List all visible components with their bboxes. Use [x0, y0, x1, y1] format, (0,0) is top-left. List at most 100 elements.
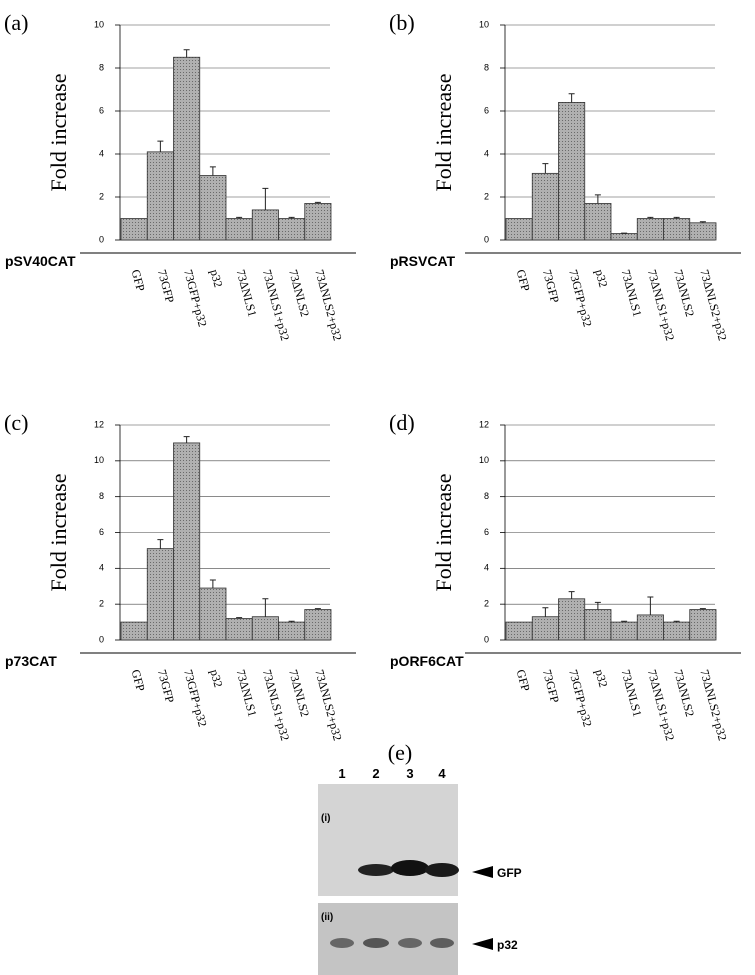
x-tick-label: 73ΔNLS1+p32: [645, 268, 677, 342]
panel-label: (e): [388, 740, 412, 765]
error-bar: [262, 598, 269, 617]
x-tick-label: 73GFP: [540, 268, 562, 305]
y-tick-label: 12: [94, 419, 104, 429]
x-tick-label: 73GFP+p32: [566, 268, 595, 328]
x-tick-label: GFP: [514, 668, 533, 693]
arrow: [472, 866, 493, 878]
bar: [199, 175, 227, 241]
error-bar: [647, 596, 654, 615]
y-tick-label: 4: [484, 563, 489, 573]
panel-label: (b): [389, 10, 415, 35]
x-tick-label: GFP: [129, 268, 148, 293]
bar: [689, 222, 717, 241]
bar: [251, 616, 279, 641]
y-tick-label: 10: [94, 19, 104, 29]
band-label: p32: [497, 938, 518, 952]
x-tick-label: p32: [207, 268, 225, 289]
lane-label: 3: [406, 766, 413, 781]
band: [358, 864, 394, 876]
error-bar: [568, 591, 575, 599]
error-bar: [699, 608, 706, 610]
y-tick-label: 2: [484, 191, 489, 201]
x-tick-label: p32: [592, 668, 610, 689]
lane-label: 4: [438, 766, 446, 781]
y-tick-label: 0: [484, 634, 489, 644]
y-tick-label: 4: [99, 563, 104, 573]
x-tick-label: 73ΔNLS1: [234, 668, 260, 718]
y-tick-label: 4: [484, 148, 489, 158]
bar: [558, 102, 586, 241]
arrow: [472, 938, 493, 950]
panel-label: (c): [4, 410, 28, 435]
error-bar: [236, 216, 243, 219]
lane-label: 1: [338, 766, 345, 781]
x-tick-label: 73GFP: [155, 268, 177, 305]
y-axis-label: Fold increase: [431, 474, 456, 592]
error-bar: [542, 607, 549, 617]
x-tick-label: 73ΔNLS2: [671, 668, 697, 718]
bar: [531, 172, 559, 241]
error-bar: [673, 620, 680, 623]
x-tick-label: 73GFP+p32: [566, 668, 595, 728]
bar: [610, 233, 638, 241]
x-tick-label: 73ΔNLS2+p32: [697, 268, 729, 342]
bar: [225, 218, 253, 241]
error-bar: [594, 194, 601, 204]
y-tick-label: 8: [484, 491, 489, 501]
error-bar: [314, 608, 321, 610]
y-tick-label: 10: [479, 455, 489, 465]
error-bar: [157, 140, 164, 152]
lane-label: 2: [372, 766, 379, 781]
row-label: (ii): [321, 912, 333, 923]
band: [363, 938, 389, 948]
bar: [610, 621, 638, 641]
bar: [251, 209, 279, 241]
error-bar: [209, 166, 216, 176]
error-bar: [183, 49, 190, 58]
error-bar: [647, 216, 654, 219]
bar: [304, 609, 332, 641]
x-tick-label: 73GFP: [540, 668, 562, 705]
bar: [146, 548, 174, 641]
y-tick-label: 2: [99, 599, 104, 609]
y-tick-label: 0: [484, 234, 489, 244]
bar: [173, 442, 201, 641]
bar: [173, 56, 201, 241]
y-axis-label: Fold increase: [431, 74, 456, 192]
x-tick-label: 73ΔNLS1: [619, 668, 645, 718]
band: [398, 938, 422, 948]
band: [430, 938, 454, 948]
x-tick-label: 73ΔNLS2+p32: [312, 668, 344, 742]
x-tick-label: 73ΔNLS2: [286, 668, 312, 718]
bar: [505, 621, 533, 641]
chart: (d) Fold increase 0 2 4 6 8 10 12 GFP 73GFP 73GFP+p…: [389, 410, 741, 742]
y-tick-label: 12: [479, 419, 489, 429]
error-bar: [236, 617, 243, 619]
bar: [304, 203, 332, 241]
y-tick-label: 8: [484, 62, 489, 72]
blot-image: [318, 784, 458, 896]
error-bar: [594, 601, 601, 610]
x-tick-label: 73ΔNLS2: [286, 268, 312, 318]
row-label: (i): [321, 813, 330, 824]
x-tick-label: GFP: [129, 668, 148, 693]
bar: [663, 621, 691, 641]
error-bar: [209, 579, 216, 589]
error-bar: [157, 539, 164, 549]
x-tick-label: 73ΔNLS2+p32: [697, 668, 729, 742]
error-bar: [262, 187, 269, 210]
error-bar: [673, 216, 680, 219]
y-tick-label: 2: [484, 599, 489, 609]
x-tick-label: 73ΔNLS1+p32: [260, 268, 292, 342]
y-axis-label: Fold increase: [46, 74, 71, 192]
reporter-label: pRSVCAT: [390, 253, 456, 269]
bar: [120, 621, 148, 641]
error-bar: [699, 221, 706, 223]
blot-panel: (e) 1 2 3 4 (i) (ii) GFP p32: [318, 740, 522, 975]
error-bar: [621, 620, 628, 623]
x-tick-label: 73ΔNLS1+p32: [645, 668, 677, 742]
error-bar: [568, 93, 575, 103]
bar: [584, 203, 612, 241]
bar: [531, 616, 559, 641]
bar: [199, 587, 227, 641]
